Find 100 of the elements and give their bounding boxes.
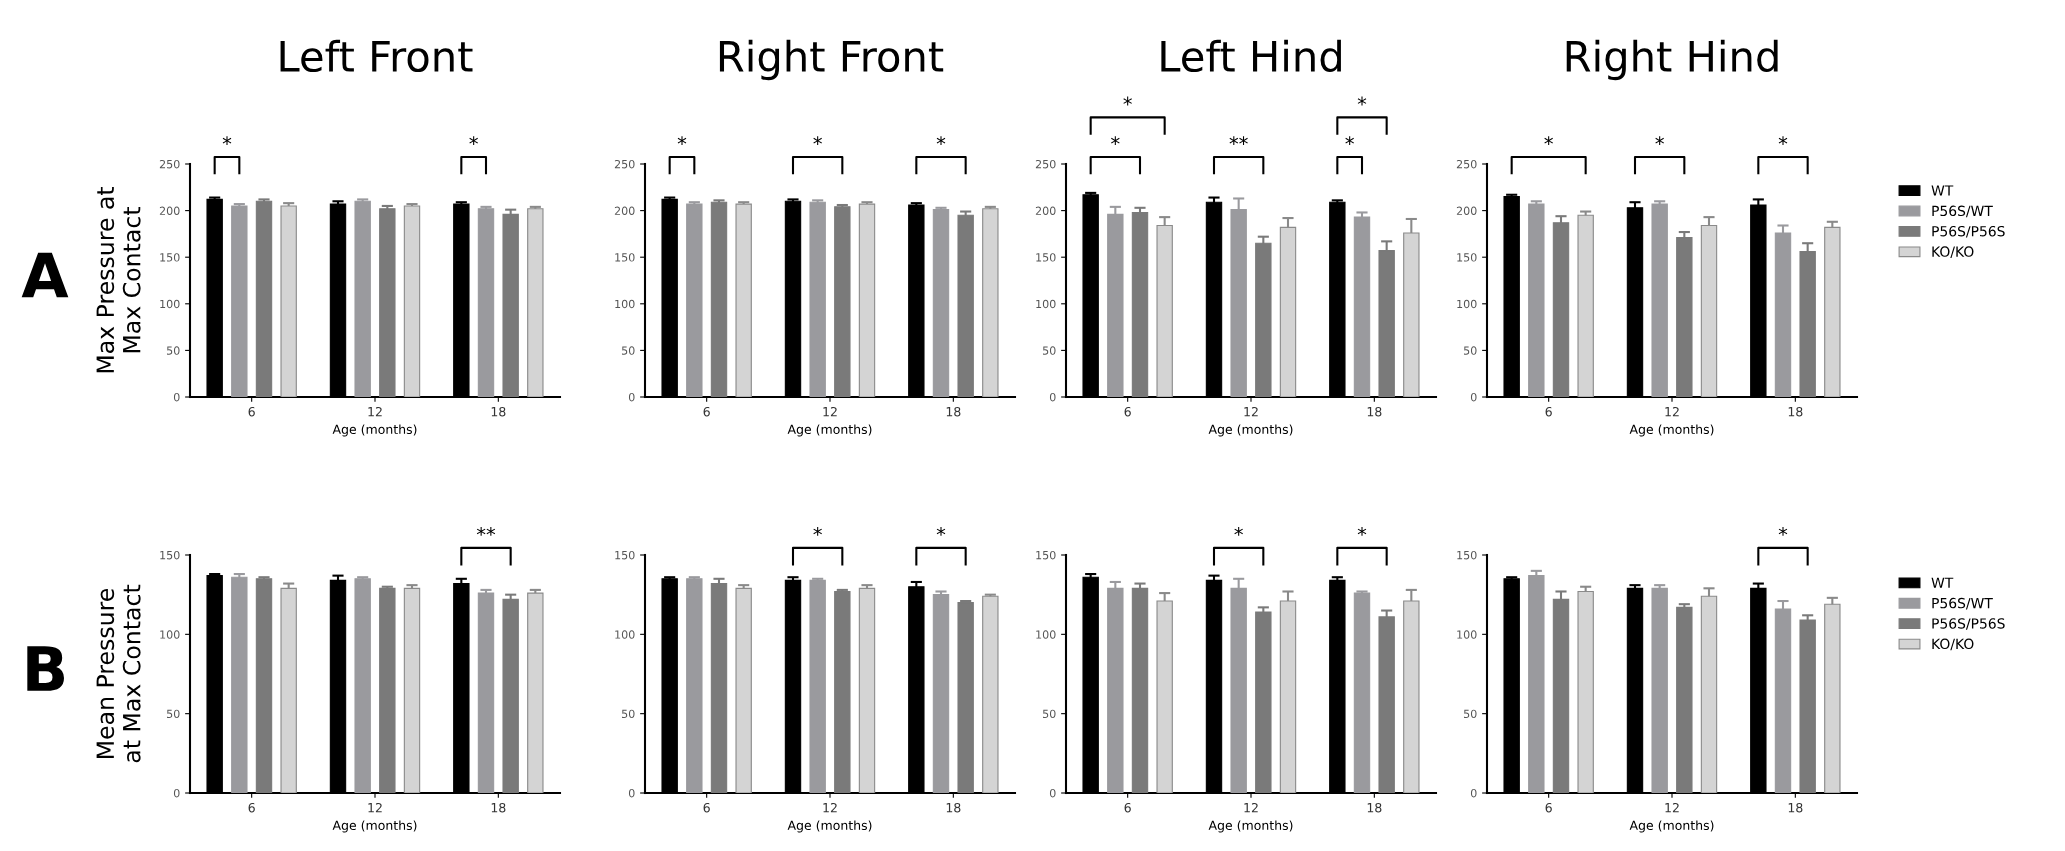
x-tick-label: 18 [1367,802,1382,813]
text: * [1357,96,1367,106]
y-tick-label: 150 [615,550,635,560]
y-tick-label: 250 [159,159,180,169]
bar [1378,616,1395,793]
text: ** [1229,136,1248,146]
bar [1651,203,1668,397]
x-tick-label: 12 [823,406,837,417]
text: * [936,527,946,536]
bar [710,583,728,793]
bar [735,587,752,793]
x-tick-label: 12 [1244,802,1258,813]
x-tick-label: 6 [1124,802,1131,813]
bar [1353,216,1371,397]
y-tick-label: 50 [1464,346,1477,355]
x-tick-label: 18 [491,406,506,417]
bar [403,587,421,793]
x-tick-label: 18 [1788,406,1803,417]
bar [982,595,999,793]
y-tick-label: 0 [1049,392,1056,402]
x-axis-title: Age (months) [787,424,872,437]
legend-label: P56S/WT [1932,205,1993,218]
bar [1131,587,1149,793]
y-tick-label: 0 [173,392,180,402]
y-tick-label: 0 [628,788,635,798]
y-tick-label: 200 [159,206,180,215]
bar [379,587,396,793]
legend-label: P56S/WT [1932,597,1993,610]
bar [1528,203,1545,397]
text: * [813,527,822,536]
y-tick-label: 50 [622,709,635,719]
text: * [1778,527,1788,536]
bar [834,590,851,793]
legend-label: KO/KO [1932,638,1974,651]
text: * [1544,136,1553,146]
y-tick-label: 100 [1036,630,1056,639]
y-tick-label: 200 [1035,206,1056,215]
bar [1651,587,1668,793]
y-tick-label: 100 [1036,299,1056,309]
bar [1255,242,1272,397]
y-tick-label: 150 [160,253,180,262]
y-tick-label: 250 [1035,159,1056,169]
bar [686,578,703,793]
bar [354,578,371,793]
y-axis-title: Max Pressure at Max Contact [96,186,141,373]
y-tick-label: 100 [160,299,180,309]
text: * [1123,96,1132,106]
y-tick-label: 150 [1036,550,1056,560]
y-tick-label: 0 [1470,392,1477,402]
bar [1255,611,1272,793]
text: * [813,136,822,146]
x-axis-title: Age (months) [1208,820,1293,833]
x-tick-label: 18 [946,406,961,417]
x-tick-label: 12 [1244,406,1258,417]
x-tick-label: 12 [1665,802,1679,813]
y-tick-label: 0 [1470,788,1477,798]
text: * [936,136,946,146]
y-tick-label: 100 [1457,299,1477,309]
legend-label: P56S/P56S [1932,618,2005,630]
y-axis-title: Mean Pressure at Max Contact [96,584,141,763]
y-tick-label: 150 [1457,550,1477,560]
legend-label: WT [1931,185,1954,196]
y-tick-label: 50 [1464,709,1477,719]
y-tick-label: 0 [628,392,635,402]
x-tick-label: 12 [1665,406,1679,417]
bar [1577,214,1594,397]
x-tick-label: 6 [1124,406,1131,417]
y-tick-label: 0 [1049,788,1056,798]
x-axis-title: Age (months) [332,820,417,833]
bar [1107,587,1124,793]
text: * [1778,136,1788,146]
bar [932,594,950,793]
bar [957,602,974,793]
bar [1131,211,1149,397]
chart-title: Left Hind [1161,39,1341,73]
legend-label: WT [1931,577,1954,588]
x-tick-label: 12 [368,802,382,813]
bar [1353,592,1371,793]
y-tick-label: 50 [1043,346,1056,355]
x-tick-label: 18 [1788,802,1803,813]
y-tick-label: 50 [622,346,635,355]
x-tick-label: 6 [248,802,255,813]
y-tick-label: 50 [1043,709,1056,719]
x-tick-label: 18 [491,802,506,813]
bar [858,587,876,793]
x-tick-label: 6 [1545,802,1552,813]
y-tick-label: 100 [1457,630,1477,639]
x-axis-title: Age (months) [1629,424,1714,437]
x-tick-label: 18 [946,802,961,813]
bar [809,579,826,793]
x-tick-label: 12 [368,406,382,417]
x-tick-label: 6 [703,802,710,813]
text: * [1234,527,1243,536]
bar [477,592,495,793]
text: * [222,136,232,146]
legend-label: KO/KO [1932,246,1974,258]
y-tick-label: 250 [614,159,635,169]
bar [1577,590,1594,793]
bar [231,576,248,793]
y-tick-label: 100 [615,630,635,639]
